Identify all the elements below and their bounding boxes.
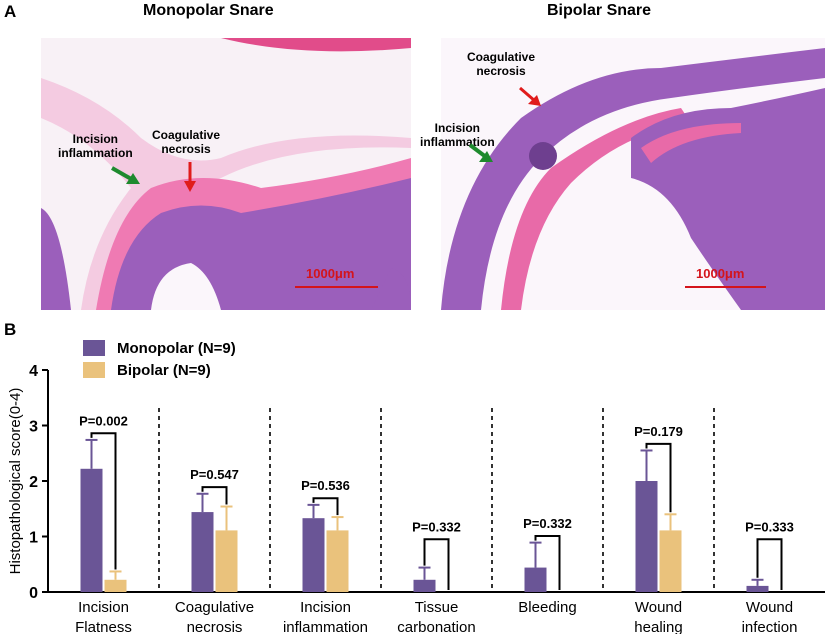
legend-monopolar: Monopolar (N=9)	[83, 340, 236, 357]
bar-monopolar	[191, 512, 214, 592]
y-tick-label: 1	[29, 530, 38, 547]
x-category-label: healing	[634, 619, 682, 634]
monopolar-histology-image	[41, 38, 411, 310]
y-tick-label: 0	[29, 585, 38, 602]
significance-bracket	[756, 538, 783, 590]
x-category-label: inflammation	[283, 619, 368, 634]
monopolar-incision-label: Incision inflammation	[58, 132, 133, 160]
legend-monopolar-label: Monopolar (N=9)	[117, 340, 236, 357]
bar-monopolar	[302, 518, 325, 592]
bipolar-scale-label: 1000μm	[696, 266, 745, 281]
x-category-label: Incision	[78, 599, 129, 616]
bar-monopolar	[524, 567, 547, 592]
significance-bracket	[534, 534, 561, 590]
x-category-label: Incision	[300, 599, 351, 616]
significance-bracket	[645, 442, 672, 513]
p-value-label: P=0.332	[523, 516, 572, 531]
x-category-label: Tissue	[415, 599, 459, 616]
x-category-label: Wound	[746, 599, 793, 616]
y-axis-label: Histopathological score(0-4)	[7, 388, 24, 575]
x-category-label: infection	[742, 619, 798, 634]
significance-bracket	[201, 486, 228, 505]
x-category-label: Wound	[635, 599, 682, 616]
bar-bipolar	[104, 579, 127, 592]
bar-monopolar	[80, 468, 103, 592]
bar-monopolar	[746, 585, 769, 592]
bar-bipolar	[215, 530, 238, 592]
legend-bipolar-swatch	[83, 362, 105, 378]
p-value-label: P=0.002	[79, 413, 128, 428]
x-category-label: Coagulative	[175, 599, 254, 616]
x-category-label: Flatness	[75, 619, 132, 634]
y-tick-label: 4	[29, 363, 38, 380]
monopolar-necrosis-label: Coagulative necrosis	[152, 128, 221, 156]
p-value-label: P=0.547	[190, 467, 239, 482]
legend-bipolar-label: Bipolar (N=9)	[117, 362, 211, 379]
significance-bracket	[312, 497, 339, 516]
bar-bipolar	[659, 530, 682, 592]
x-category-label: Bleeding	[518, 599, 576, 616]
monopolar-scale-label: 1000μm	[306, 266, 355, 281]
monopolar-title: Monopolar Snare	[143, 2, 274, 19]
p-value-label: P=0.179	[634, 424, 683, 439]
p-value-label: P=0.333	[745, 519, 794, 534]
p-value-label: P=0.332	[412, 519, 461, 534]
bar-bipolar	[326, 530, 349, 592]
bipolar-title: Bipolar Snare	[547, 2, 652, 19]
bar-monopolar	[635, 481, 658, 592]
bipolar-incision-label: Incision inflammation	[420, 121, 495, 149]
y-tick-label: 2	[29, 474, 38, 491]
x-category-label: carbonation	[397, 619, 475, 634]
significance-bracket	[90, 432, 117, 570]
x-category-label: necrosis	[187, 619, 243, 634]
significance-bracket	[423, 538, 450, 590]
legend-monopolar-swatch	[83, 340, 105, 356]
bipolar-necrosis-label: Coagulative necrosis	[467, 50, 536, 78]
p-value-label: P=0.536	[301, 478, 350, 493]
y-tick-label: 3	[29, 419, 38, 436]
panel-b-letter: B	[4, 320, 17, 339]
bipolar-histology-image	[441, 38, 825, 310]
bar-monopolar	[413, 579, 436, 592]
legend-bipolar: Bipolar (N=9)	[83, 362, 211, 379]
panel-a-letter: A	[4, 2, 17, 21]
